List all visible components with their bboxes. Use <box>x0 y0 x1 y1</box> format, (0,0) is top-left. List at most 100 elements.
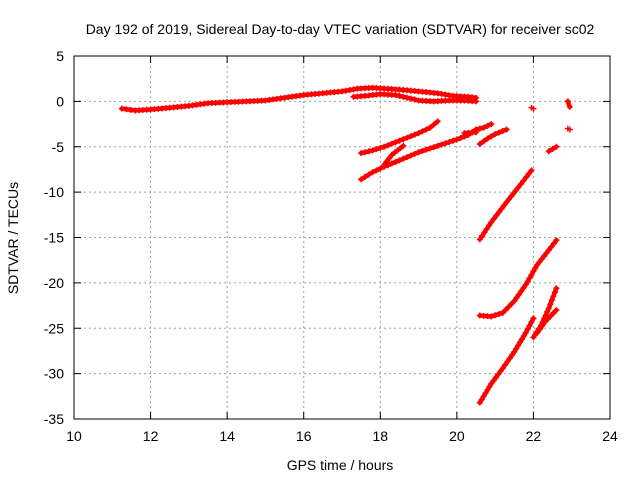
data-point <box>501 202 508 209</box>
y-tick-label: -10 <box>44 184 64 200</box>
data-point <box>551 289 558 296</box>
x-axis-label: GPS time / hours <box>287 457 394 473</box>
data-point <box>524 278 531 285</box>
data-trace <box>545 143 560 155</box>
data-trace <box>476 315 537 406</box>
data-point <box>530 268 537 275</box>
data-trace <box>564 98 573 110</box>
data-point <box>504 358 511 365</box>
data-point <box>492 131 499 138</box>
data-point <box>544 308 551 315</box>
data-point <box>396 92 403 99</box>
data-point <box>486 222 493 229</box>
data-point <box>553 143 560 150</box>
data-point <box>522 329 529 336</box>
data-point <box>502 361 509 368</box>
data-point <box>434 118 441 125</box>
data-point <box>377 165 384 172</box>
data-point <box>530 315 537 322</box>
data-point <box>484 386 491 393</box>
data-point <box>483 225 490 232</box>
data-point <box>434 142 441 149</box>
data-point <box>396 137 403 144</box>
data-point <box>488 133 495 140</box>
data-point <box>427 124 434 131</box>
x-tick-label: 18 <box>372 428 388 444</box>
data-point <box>511 348 518 355</box>
data-point <box>373 146 380 153</box>
data-point <box>404 94 411 101</box>
data-point <box>490 215 497 222</box>
data-trace <box>476 167 535 243</box>
data-point <box>479 232 486 239</box>
data-point <box>547 312 554 319</box>
data-point <box>423 146 430 153</box>
data-point <box>419 147 426 154</box>
data-point <box>492 374 499 381</box>
data-point <box>484 135 491 142</box>
data-point <box>442 140 449 147</box>
y-tick-label: 0 <box>56 93 64 109</box>
chart-title: Day 192 of 2019, Sidereal Day-to-day VTE… <box>86 21 595 37</box>
data-point <box>499 365 506 372</box>
axis-ticks <box>73 55 611 420</box>
data-point <box>369 147 376 154</box>
data-point <box>506 355 513 362</box>
data-point <box>365 171 372 178</box>
data-point <box>404 134 411 141</box>
data-point <box>386 155 393 162</box>
y-tick-label: -5 <box>52 139 65 155</box>
data-point <box>520 284 527 291</box>
data-point <box>480 138 487 145</box>
data-point <box>480 124 487 131</box>
data-point <box>525 170 532 177</box>
data-point <box>545 305 552 312</box>
data-point <box>400 155 407 162</box>
data-point <box>566 103 573 110</box>
data-point <box>528 167 535 174</box>
data-trace <box>118 84 479 114</box>
data-point <box>513 345 520 352</box>
data-point <box>415 130 422 137</box>
data-point <box>547 301 554 308</box>
data-point <box>548 243 555 250</box>
data-point <box>495 209 502 216</box>
data-point <box>553 285 560 292</box>
x-tick-label: 14 <box>219 428 235 444</box>
data-point <box>520 177 527 184</box>
data-point <box>541 318 548 325</box>
data-point <box>377 144 384 151</box>
data-trace <box>461 129 479 137</box>
x-tick-label: 12 <box>143 428 159 444</box>
data-point <box>358 150 365 157</box>
data-point <box>499 128 506 135</box>
data-point <box>488 313 495 320</box>
data-point <box>515 184 522 191</box>
data-point <box>526 322 533 329</box>
data-point <box>534 329 541 336</box>
data-point <box>528 318 535 325</box>
data-point <box>365 148 372 155</box>
data-trace-line <box>477 237 559 319</box>
data-point <box>486 383 493 390</box>
y-tick-label: -35 <box>44 411 64 427</box>
data-point <box>530 105 537 112</box>
data-point <box>520 332 527 339</box>
data-point <box>457 134 464 141</box>
data-point <box>542 312 549 319</box>
data-point <box>502 306 509 313</box>
data-point <box>450 137 457 144</box>
y-tick-label: -25 <box>44 320 64 336</box>
data-point <box>407 95 414 102</box>
data-point <box>523 174 530 181</box>
data-point <box>476 399 483 406</box>
data-point <box>492 312 499 319</box>
data-point <box>388 140 395 147</box>
data-point <box>430 121 437 128</box>
data-point <box>517 339 524 346</box>
data-point <box>497 368 504 375</box>
data-point <box>384 142 391 149</box>
data-point <box>544 315 551 322</box>
data-point <box>503 126 510 133</box>
